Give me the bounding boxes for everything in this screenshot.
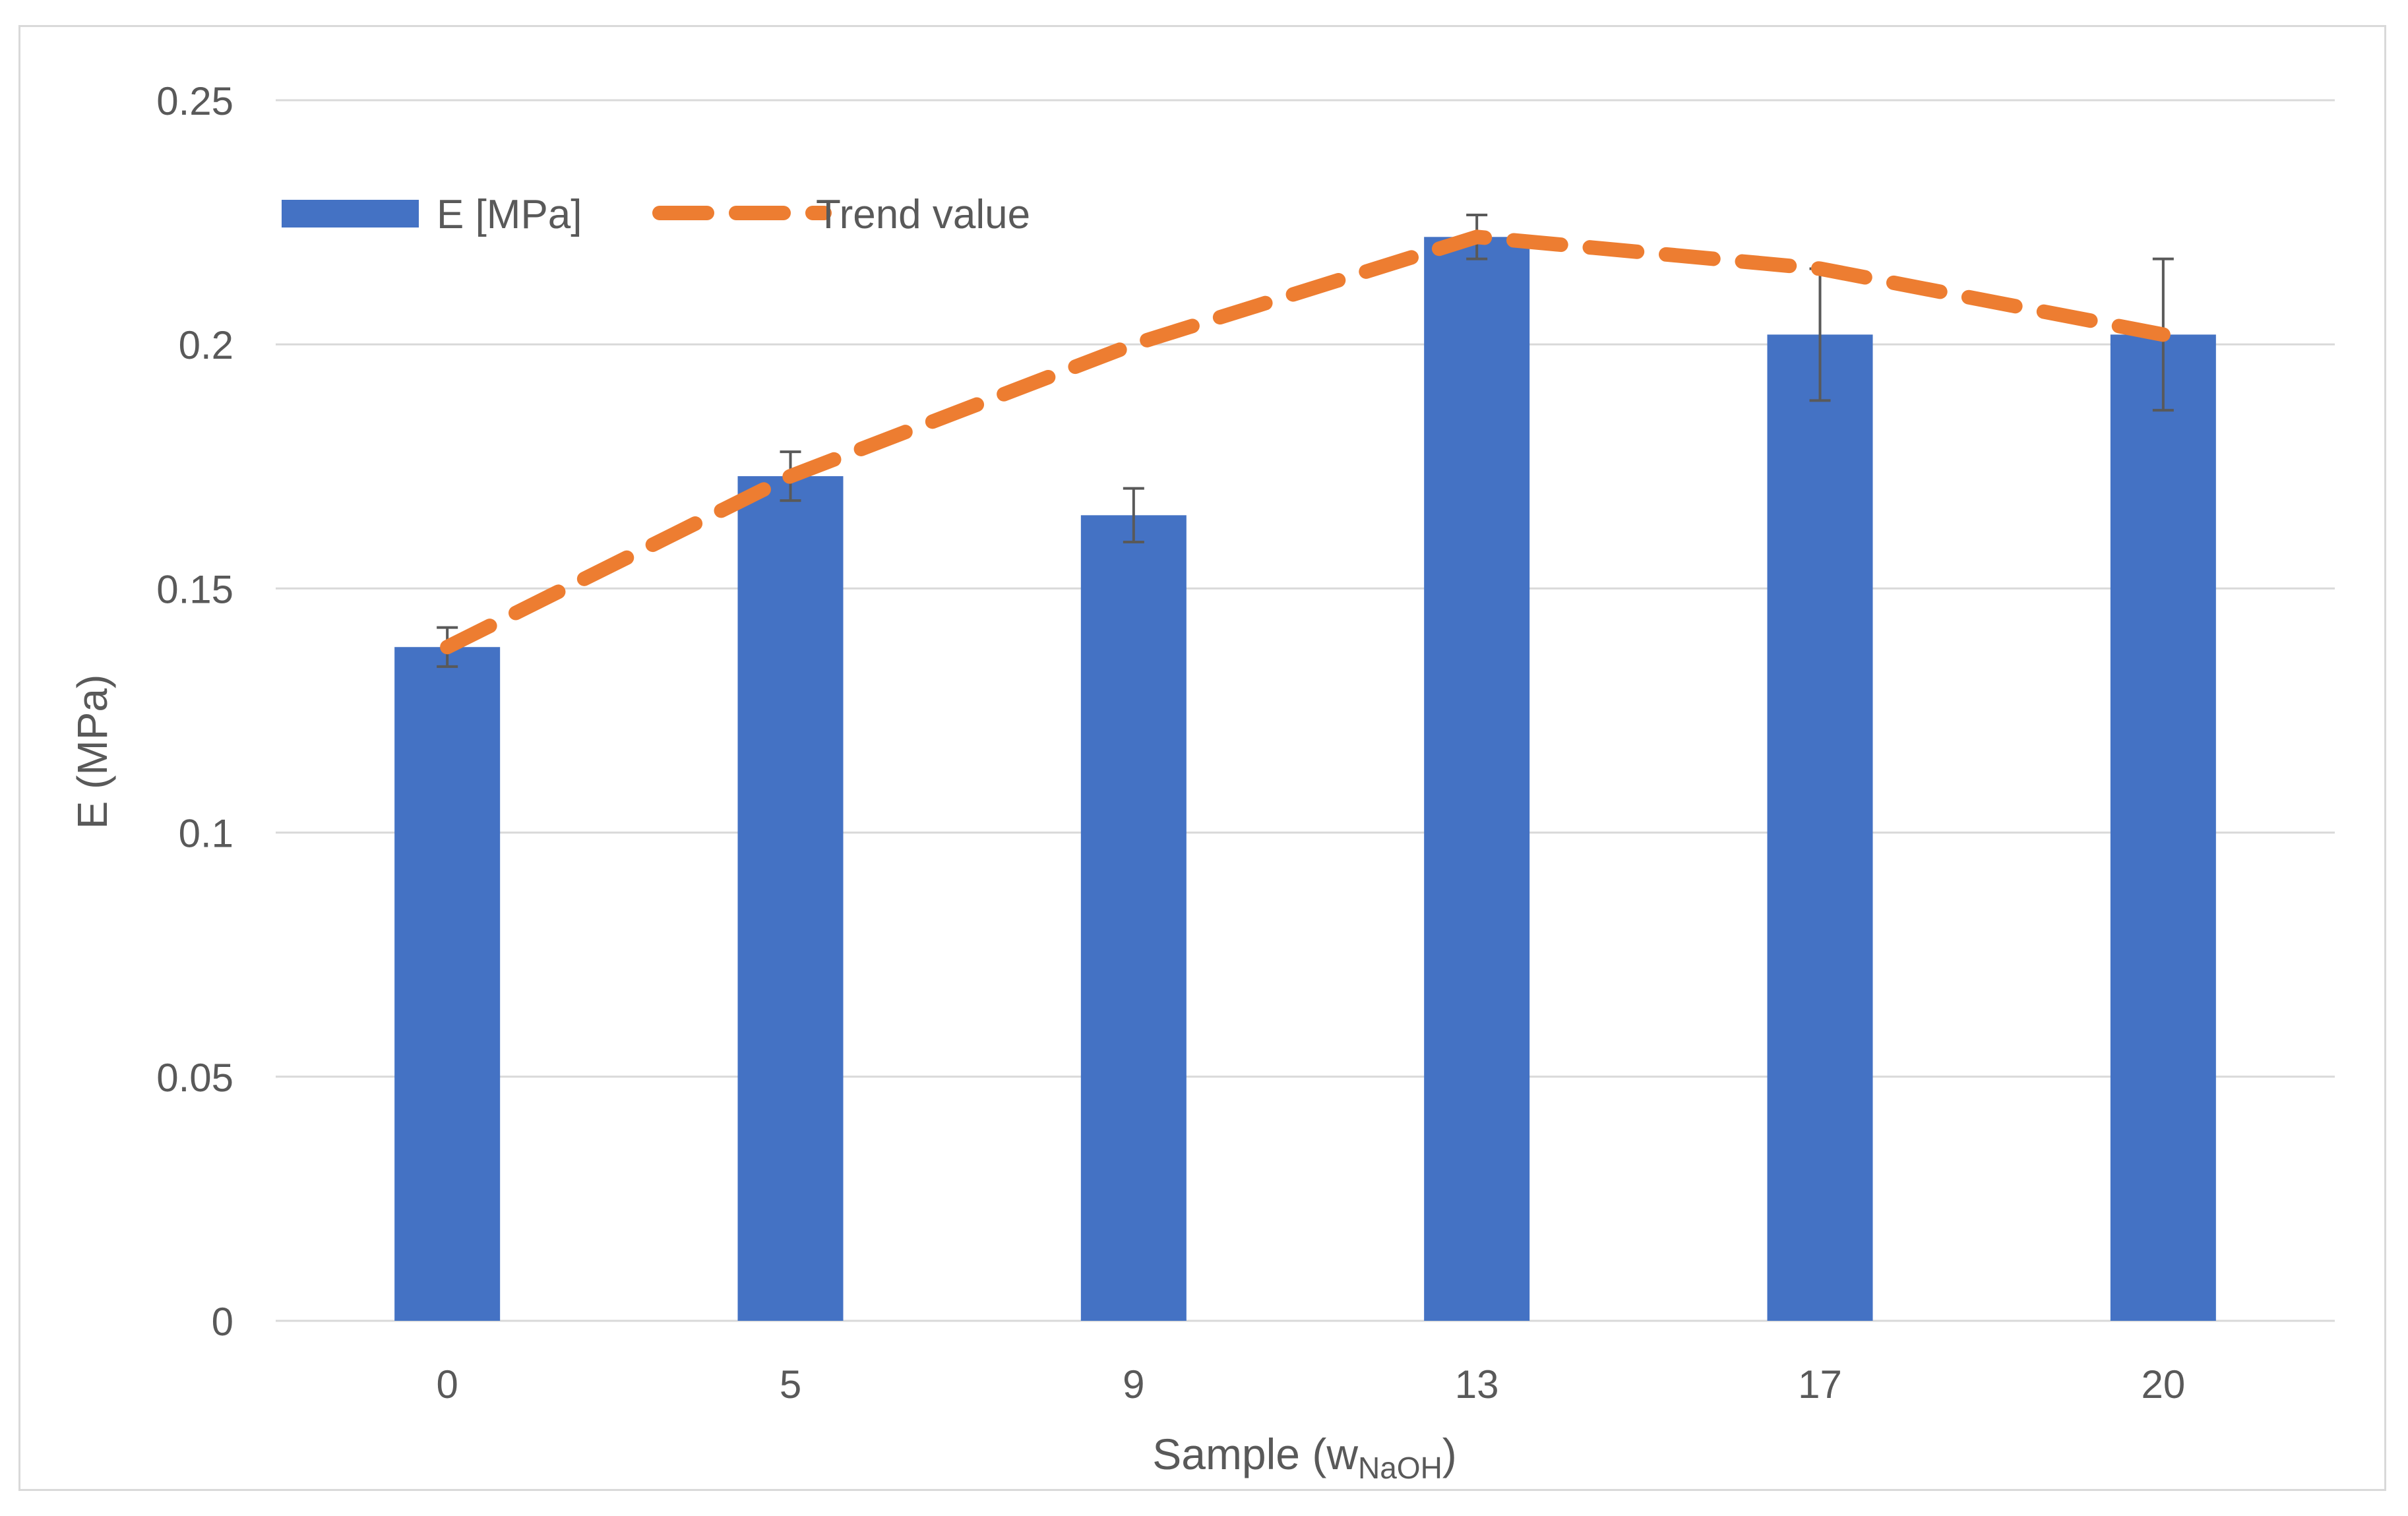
y-tick-label: 0.1 bbox=[179, 812, 233, 856]
x-axis-title: Sample (wNaOH) bbox=[1152, 1430, 1457, 1485]
y-tick-label: 0.2 bbox=[179, 323, 233, 367]
legend-label-bars: E [MPa] bbox=[437, 192, 582, 237]
legend-label-trend: Trend value bbox=[816, 192, 1030, 237]
bar bbox=[1424, 237, 1530, 1321]
x-tick-label: 13 bbox=[1455, 1362, 1499, 1407]
x-axis-title-suffix: ) bbox=[1442, 1430, 1457, 1478]
x-tick-label: 0 bbox=[436, 1362, 458, 1407]
y-axis-ticks: 0 0.05 0.1 0.15 0.2 0.25 bbox=[156, 79, 233, 1344]
bar bbox=[394, 647, 501, 1321]
gridlines bbox=[276, 99, 2335, 1322]
legend: E [MPa] Trend value bbox=[282, 192, 1030, 237]
y-tick-label: 0.05 bbox=[156, 1056, 233, 1100]
x-axis-ticks: 0 5 9 13 17 20 bbox=[436, 1362, 2185, 1407]
bar bbox=[2110, 334, 2216, 1321]
y-tick-label: 0.15 bbox=[156, 567, 233, 611]
legend-swatch-bars bbox=[282, 200, 419, 227]
bar bbox=[1767, 334, 1873, 1321]
y-tick-label: 0 bbox=[212, 1300, 233, 1344]
bar bbox=[1080, 515, 1187, 1321]
y-axis-title: E (MPa) bbox=[69, 675, 116, 830]
x-tick-label: 20 bbox=[2141, 1362, 2185, 1407]
x-axis-title-subscript: NaOH bbox=[1358, 1451, 1442, 1485]
x-tick-label: 5 bbox=[780, 1362, 801, 1407]
x-axis-title-main: Sample (w bbox=[1152, 1430, 1358, 1478]
bar bbox=[737, 476, 844, 1321]
bars bbox=[394, 237, 2216, 1321]
x-tick-label: 17 bbox=[1798, 1362, 1842, 1407]
trend-line-layer bbox=[440, 229, 2171, 655]
trend-line bbox=[440, 229, 2171, 655]
x-tick-label: 9 bbox=[1123, 1362, 1144, 1407]
y-tick-label: 0.25 bbox=[156, 79, 233, 123]
